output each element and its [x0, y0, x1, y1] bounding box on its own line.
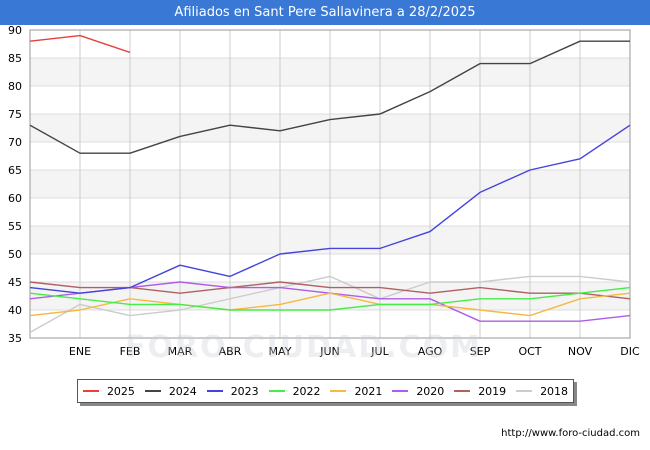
legend-item-2019: 2019 — [454, 385, 506, 398]
y-tick-label: 40 — [8, 304, 22, 317]
plot-border — [29, 29, 631, 339]
series-line-2024 — [29, 40, 630, 154]
y-tick-label: 35 — [8, 332, 22, 345]
y-tick-label: 45 — [8, 276, 22, 289]
legend-label: 2022 — [292, 384, 321, 398]
x-tick-label: MAY — [269, 345, 292, 358]
legend-item-2021: 2021 — [330, 385, 382, 398]
x-tick-label: SEP — [470, 345, 491, 358]
y-tick-label: 50 — [8, 248, 22, 261]
legend-item-2020: 2020 — [392, 385, 444, 398]
legend-item-2024: 2024 — [144, 384, 197, 398]
y-tick-label: 85 — [8, 52, 22, 65]
legend-swatch — [516, 390, 533, 392]
legend-label: 2023 — [230, 384, 259, 398]
series-line-2018 — [29, 275, 631, 334]
legend-swatch — [392, 390, 409, 392]
legend-label: 2021 — [354, 384, 383, 398]
legend-swatch — [330, 390, 347, 392]
legend-item-2018: 2018 — [516, 385, 568, 398]
legend-item-2022: 2022 — [268, 384, 321, 398]
legend-label: 2024 — [168, 384, 197, 398]
x-tick-label: DIC — [620, 345, 640, 358]
legend-swatch — [454, 390, 471, 392]
legend-swatch — [268, 390, 285, 392]
legend-label: 2020 — [416, 384, 445, 398]
y-tick-label: 75 — [8, 108, 22, 121]
series-line-2025 — [29, 34, 131, 54]
y-tick-label: 55 — [8, 220, 22, 233]
legend-label: 2018 — [540, 384, 569, 398]
x-tick-label: JUL — [370, 345, 389, 358]
x-tick-label: ENE — [69, 345, 91, 358]
y-tick-label: 70 — [8, 136, 22, 149]
x-tick-label: NOV — [568, 345, 593, 358]
chart-title: Afiliados en Sant Pere Sallavinera a 28/… — [0, 0, 650, 25]
legend-label: 2025 — [106, 384, 135, 398]
y-tick-label: 80 — [8, 80, 22, 93]
legend: 2025 2024 2023 2022 2021 2020 2019 2018 — [77, 379, 574, 403]
x-tick-label: ABR — [219, 345, 242, 358]
y-tick-label: 90 — [8, 24, 22, 37]
x-tick-label: AGO — [418, 345, 443, 358]
source-url: http://www.foro-ciudad.com — [501, 428, 640, 439]
watermark: FORO-CIUDAD.COM — [125, 330, 482, 365]
series-line-2023 — [29, 124, 631, 294]
legend-label: 2019 — [478, 384, 507, 398]
x-tick-label: MAR — [168, 345, 193, 358]
x-tick-label: FEB — [120, 345, 141, 358]
legend-swatch — [144, 390, 161, 392]
y-tick-label: 60 — [8, 192, 22, 205]
legend-swatch — [206, 390, 223, 392]
series-line-2021 — [29, 292, 631, 317]
x-tick-label: OCT — [518, 345, 541, 358]
legend-item-2023: 2023 — [206, 384, 259, 398]
legend-swatch — [82, 390, 99, 392]
y-tick-label: 65 — [8, 164, 22, 177]
legend-item-2025: 2025 — [82, 384, 135, 398]
x-tick-label: JUN — [319, 345, 340, 358]
series-line-2022 — [29, 286, 631, 311]
